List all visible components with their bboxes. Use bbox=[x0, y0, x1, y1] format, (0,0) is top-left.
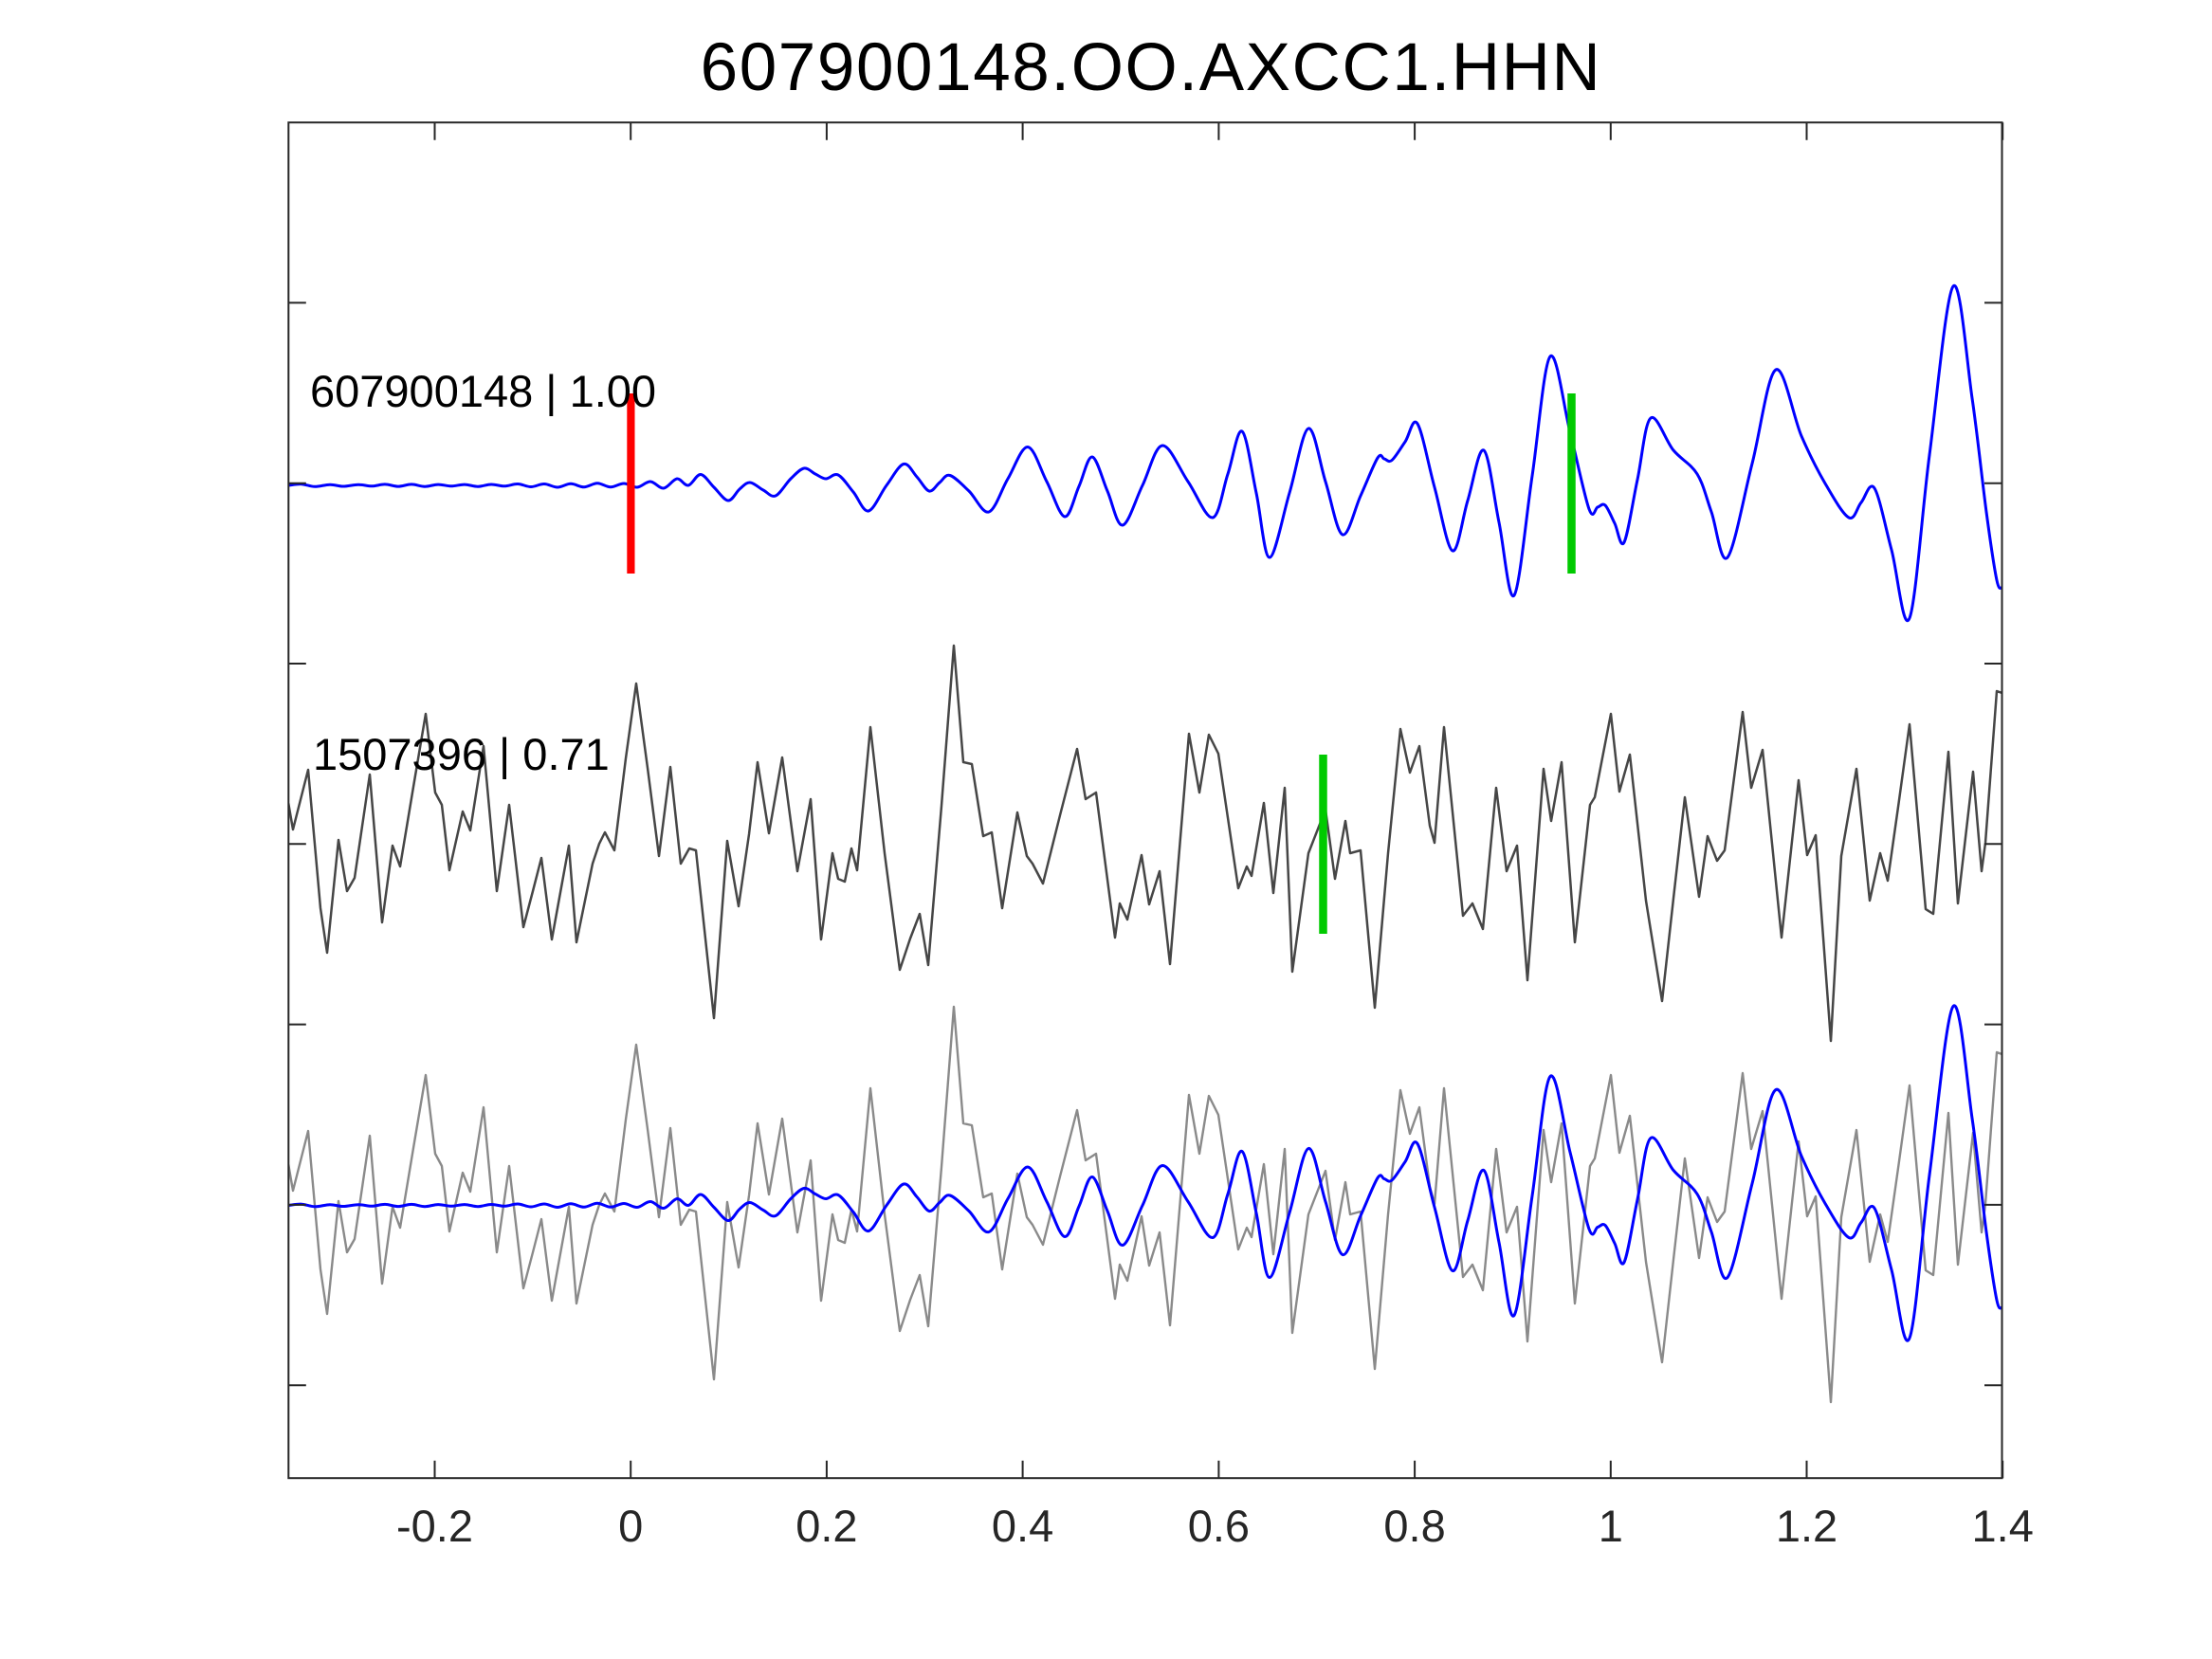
svg-text:-0.2: -0.2 bbox=[396, 1501, 473, 1551]
svg-text:607900148 | 1.00: 607900148 | 1.00 bbox=[310, 366, 656, 416]
svg-text:1.2: 1.2 bbox=[1776, 1501, 1837, 1551]
svg-text:1507396 | 0.71: 1507396 | 0.71 bbox=[313, 729, 610, 779]
svg-text:1.4: 1.4 bbox=[1972, 1501, 2034, 1551]
svg-text:0.4: 0.4 bbox=[992, 1501, 1053, 1551]
svg-text:0.6: 0.6 bbox=[1188, 1501, 1250, 1551]
svg-text:0: 0 bbox=[618, 1501, 643, 1551]
svg-text:0.8: 0.8 bbox=[1383, 1501, 1445, 1551]
svg-text:0.2: 0.2 bbox=[795, 1501, 857, 1551]
svg-text:1: 1 bbox=[1599, 1501, 1623, 1551]
svg-text:607900148.OO.AXCC1.HHN: 607900148.OO.AXCC1.HHN bbox=[701, 30, 1602, 105]
